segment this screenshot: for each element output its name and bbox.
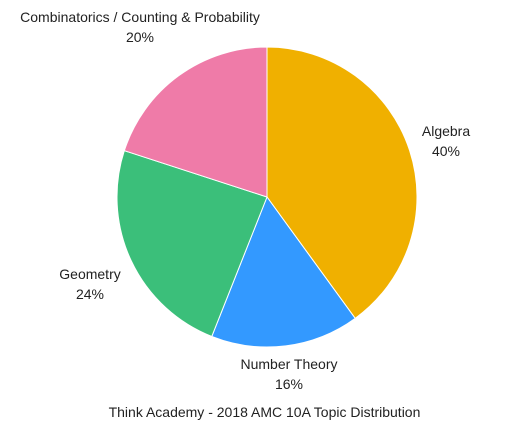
slice-percent-combinatorics: 20% <box>125 29 155 45</box>
slice-name-algebra: Algebra <box>421 123 471 139</box>
pie-slice-combinatorics-counting-probability <box>123 46 268 198</box>
slice-name-number-theory: Number Theory <box>240 356 338 372</box>
pie-slice-number-theory <box>211 195 356 348</box>
pie-slice-geometry <box>116 150 268 338</box>
slice-label-geometry: Geometry 24% <box>59 264 120 304</box>
slice-label-algebra: Algebra 40% <box>422 121 470 161</box>
slice-percent-number-theory: 16% <box>274 376 304 392</box>
chart-title: Think Academy - 2018 AMC 10A Topic Distr… <box>108 404 421 420</box>
slice-name-combinatorics: Combinatorics / Counting & Probability <box>20 9 260 25</box>
slice-percent-algebra: 40% <box>431 143 461 159</box>
slice-percent-geometry: 24% <box>75 286 105 302</box>
slice-name-geometry: Geometry <box>59 266 121 282</box>
slice-label-number-theory: Number Theory 16% <box>240 354 337 394</box>
slice-label-combinatorics: Combinatorics / Counting & Probability 2… <box>20 7 260 47</box>
pie-slice-algebra <box>266 46 418 320</box>
